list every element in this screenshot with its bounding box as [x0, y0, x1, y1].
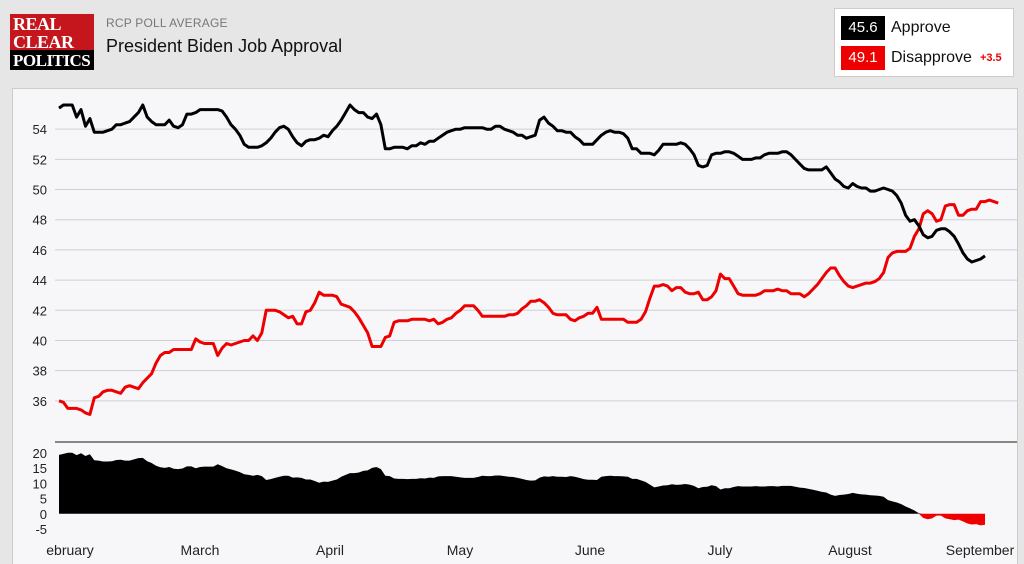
month-label: April [316, 542, 344, 558]
y-tick-label: 50 [33, 183, 47, 198]
y-tick-label: 48 [33, 213, 47, 228]
disapprove-line [58, 198, 999, 416]
spread-value: +3.5 [979, 52, 1002, 64]
rcp-logo[interactable]: REAL CLEAR POLITICS [10, 14, 94, 70]
disapprove-label: Disapprove [891, 49, 972, 66]
month-label: August [828, 542, 872, 558]
y-tick-label: 54 [33, 122, 47, 137]
y-tick-label: 38 [33, 364, 47, 379]
legend-box: 45.6 Approve 49.1 Disapprove +3.5 [834, 8, 1014, 77]
y-tick-label: 44 [33, 273, 47, 288]
y-tick-label: 36 [33, 394, 47, 409]
approve-label: Approve [891, 19, 951, 36]
y-tick-label: 40 [33, 333, 47, 348]
spread-area-disapprove [59, 513, 985, 526]
approve-line [58, 103, 986, 264]
y-tick-label: 46 [33, 243, 47, 258]
logo-line-real: REAL [10, 14, 94, 32]
month-label: June [575, 542, 606, 558]
month-label: July [708, 542, 733, 558]
disapprove-value: 49.1 [841, 46, 885, 70]
spread-tick-label: 5 [40, 492, 47, 507]
chart-title: President Biden Job Approval [106, 36, 343, 56]
chart-panel: 36 38 40 42 44 46 48 50 52 54 -5 0 5 10 15 20 ebruary Mar… [12, 88, 1018, 564]
spread-tick-label: 10 [33, 476, 47, 491]
spread-tick-label: 0 [40, 507, 47, 522]
spread-tick-label: 20 [33, 446, 47, 461]
month-label: May [447, 542, 473, 558]
month-label: ebruary [46, 542, 93, 558]
legend-approve[interactable]: 45.6 Approve [841, 16, 951, 40]
spread-tick-label: -5 [35, 522, 47, 537]
spread-tick-label: 15 [33, 461, 47, 476]
legend-disapprove[interactable]: 49.1 Disapprove +3.5 [841, 46, 1002, 70]
logo-line-politics: POLITICS [10, 50, 94, 70]
chart-kicker: RCP POLL AVERAGE [106, 16, 228, 30]
month-label: September [946, 542, 1015, 558]
y-tick-label: 42 [33, 303, 47, 318]
y-tick-label: 52 [33, 152, 47, 167]
logo-line-clear: CLEAR [10, 32, 94, 50]
month-label: March [181, 542, 220, 558]
spread-area-approve [59, 452, 985, 514]
approve-value: 45.6 [841, 16, 885, 40]
